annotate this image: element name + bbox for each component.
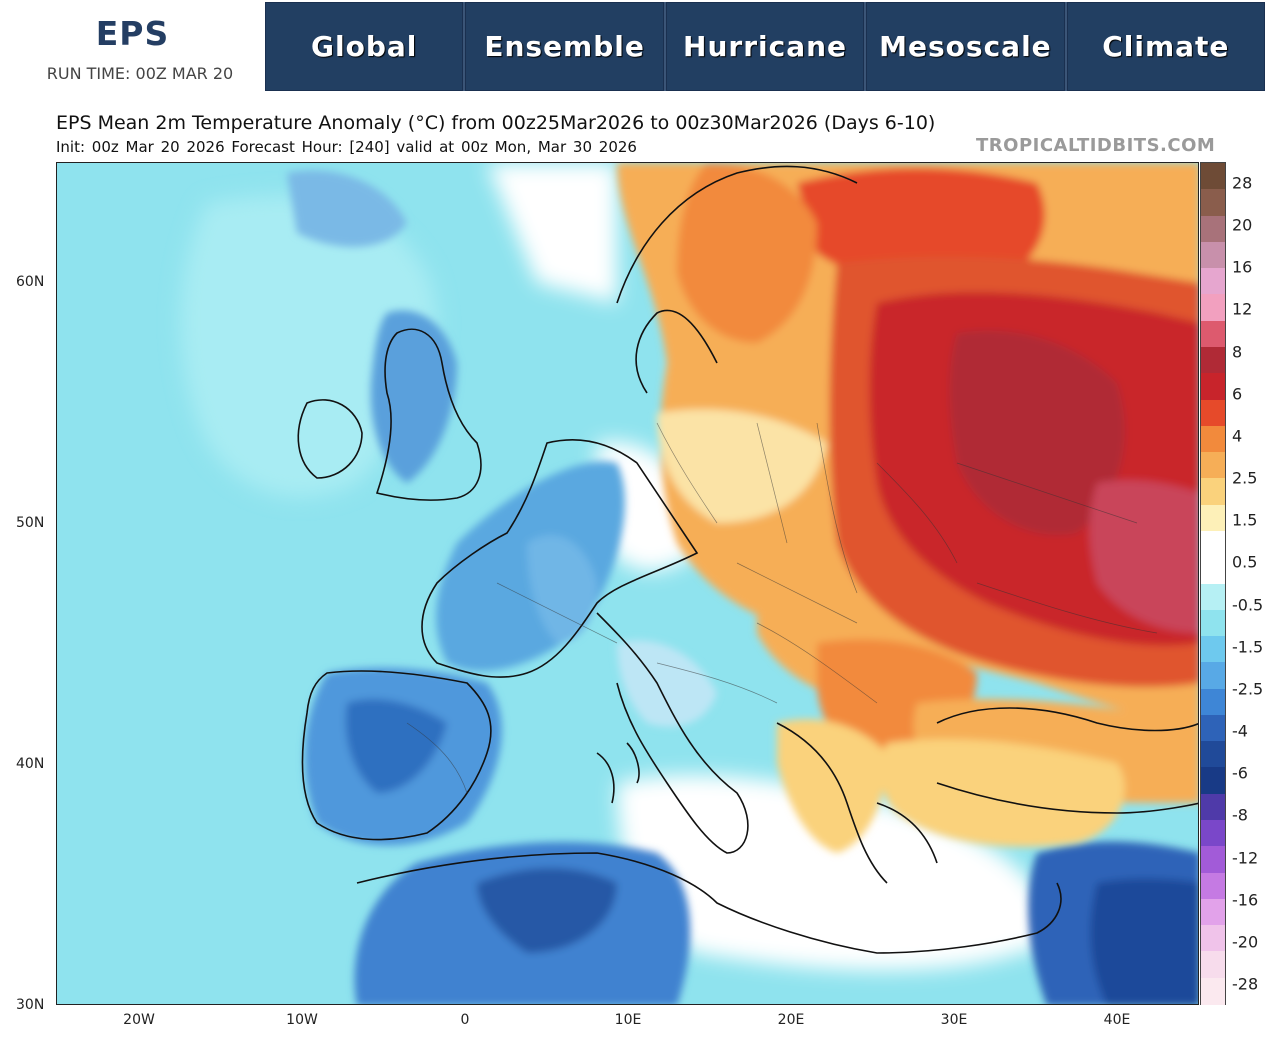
map-canvas bbox=[57, 163, 1198, 1004]
colorbar-cell bbox=[1201, 767, 1225, 795]
colorbar-label: -8 bbox=[1232, 805, 1248, 825]
colorbar-label: -4 bbox=[1232, 721, 1248, 741]
colorbar-cell bbox=[1201, 452, 1225, 479]
colorbar-cell bbox=[1201, 557, 1225, 584]
colorbar-cell bbox=[1201, 741, 1225, 768]
colorbar-label: 4 bbox=[1232, 426, 1243, 446]
colorbar-label: 12 bbox=[1232, 299, 1253, 319]
colorbar-cell bbox=[1201, 478, 1225, 506]
colorbar-cell bbox=[1201, 662, 1225, 690]
colorbar-label: -1.5 bbox=[1232, 637, 1264, 657]
colorbar-label: -12 bbox=[1232, 848, 1259, 868]
colorbar-cell bbox=[1201, 793, 1225, 821]
nav-ensemble[interactable]: Ensemble bbox=[465, 2, 666, 91]
colorbar-cell bbox=[1201, 846, 1225, 874]
colorbar-cell bbox=[1201, 320, 1225, 348]
colorbar-cell bbox=[1201, 820, 1225, 847]
logo-box: EPS RUN TIME: 00Z MAR 20 bbox=[0, 0, 265, 92]
colorbar-cell bbox=[1201, 714, 1225, 742]
colorbar-cell bbox=[1201, 636, 1225, 663]
colorbar-cell bbox=[1201, 925, 1225, 952]
colorbar-cell bbox=[1201, 583, 1225, 611]
top-nav: Global Ensemble Hurricane Mesoscale Clim… bbox=[265, 2, 1266, 91]
colorbar-cell bbox=[1201, 215, 1225, 243]
colorbar-label: 6 bbox=[1232, 384, 1243, 404]
coastlines bbox=[297, 165, 1198, 954]
colorbar-label: -2.5 bbox=[1232, 679, 1264, 699]
run-time-label: RUN TIME: 00Z MAR 20 bbox=[46, 64, 234, 83]
lat-label-30n: 30N bbox=[16, 997, 45, 1013]
map-title: EPS Mean 2m Temperature Anomaly (°C) fro… bbox=[56, 112, 936, 134]
colorbar-label: -6 bbox=[1232, 763, 1248, 783]
lat-label-50n: 50N bbox=[16, 515, 45, 531]
colorbar-label: -28 bbox=[1232, 974, 1259, 994]
colorbar-label: -20 bbox=[1232, 932, 1259, 952]
country-borders bbox=[406, 422, 1158, 794]
colorbar-label: -0.5 bbox=[1232, 595, 1264, 615]
lat-label-40n: 40N bbox=[16, 756, 45, 772]
lat-label-60n: 60N bbox=[16, 274, 45, 290]
colorbar-label: 8 bbox=[1232, 342, 1243, 362]
map-subtitle: Init: 00z Mar 20 2026 Forecast Hour: [24… bbox=[56, 138, 637, 156]
colorbar-cell bbox=[1201, 898, 1225, 926]
nav-climate[interactable]: Climate bbox=[1066, 2, 1266, 91]
colorbar-label: 16 bbox=[1232, 257, 1253, 277]
lon-label-10e: 10E bbox=[614, 1012, 642, 1028]
colorbar-label: 28 bbox=[1232, 173, 1253, 193]
colorbar-cell bbox=[1201, 530, 1225, 558]
nav-global[interactable]: Global bbox=[265, 2, 466, 91]
colorbar-cell bbox=[1201, 609, 1225, 637]
nav-hurricane[interactable]: Hurricane bbox=[665, 2, 867, 91]
colorbar-cell bbox=[1201, 951, 1225, 979]
colorbar-cell bbox=[1201, 241, 1225, 269]
lon-label-40e: 40E bbox=[1103, 1012, 1131, 1028]
lon-label-20e: 20E bbox=[777, 1012, 805, 1028]
colorbar-cell bbox=[1201, 346, 1225, 374]
colorbar-label: 2.5 bbox=[1232, 468, 1258, 488]
colorbar-cell bbox=[1201, 688, 1225, 716]
colorbar-cell bbox=[1201, 977, 1225, 1005]
colorbar-cell bbox=[1201, 399, 1225, 427]
colorbar-label: 20 bbox=[1232, 215, 1253, 235]
nav-mesoscale[interactable]: Mesoscale bbox=[866, 2, 1067, 91]
colorbar-cell bbox=[1201, 425, 1225, 453]
colorbar-cell bbox=[1201, 504, 1225, 532]
anomaly-map[interactable] bbox=[56, 162, 1199, 1005]
colorbar-cell bbox=[1201, 163, 1225, 190]
lon-label-0: 0 bbox=[460, 1012, 470, 1028]
lon-label-20w: 20W bbox=[123, 1012, 155, 1028]
lon-label-10w: 10W bbox=[286, 1012, 318, 1028]
colorbar bbox=[1200, 162, 1226, 1005]
neutral-zones bbox=[180, 163, 1049, 971]
colorbar-label: -16 bbox=[1232, 890, 1259, 910]
colorbar-cell bbox=[1201, 872, 1225, 900]
logo-title[interactable]: EPS bbox=[95, 14, 170, 53]
colorbar-label: 0.5 bbox=[1232, 552, 1258, 572]
warm-regions bbox=[617, 163, 1198, 853]
lon-label-30e: 30E bbox=[940, 1012, 968, 1028]
colorbar-cell bbox=[1201, 189, 1225, 217]
colorbar-label: 1.5 bbox=[1232, 510, 1258, 530]
colorbar-cell bbox=[1201, 373, 1225, 401]
cold-regions bbox=[287, 170, 1198, 1004]
colorbar-cell bbox=[1201, 294, 1225, 322]
site-credit: TROPICALTIDBITS.COM bbox=[976, 135, 1216, 156]
colorbar-cell bbox=[1201, 268, 1225, 295]
